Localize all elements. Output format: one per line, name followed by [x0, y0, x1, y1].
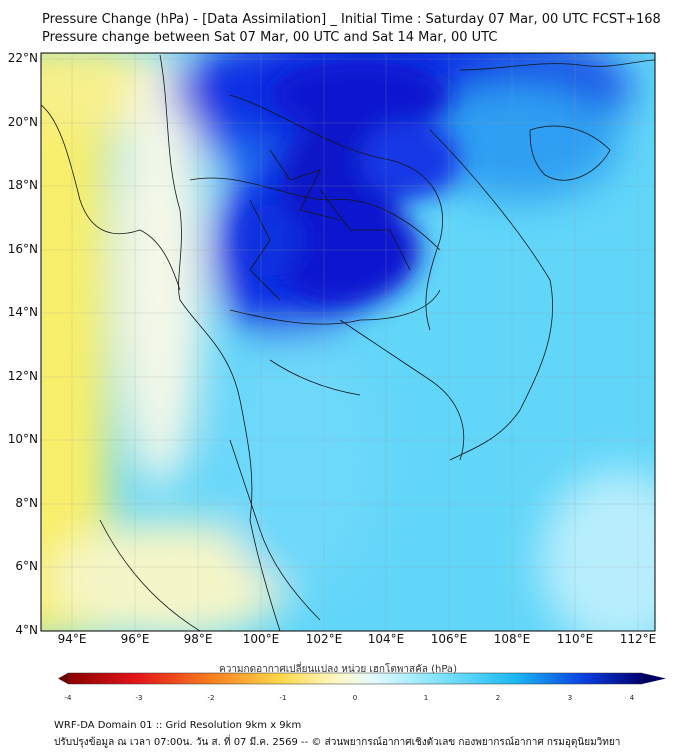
map-title: Pressure Change (hPa) - [Data Assimilati… [42, 12, 661, 27]
lat-label-8n: 8°N [15, 496, 38, 510]
lon-label-98e: 98°E [183, 632, 213, 646]
footer-domain-info: WRF-DA Domain 01 :: Grid Resolution 9km … [54, 720, 302, 731]
map-frame [40, 52, 656, 632]
colorbar-tick: 4 [629, 694, 635, 702]
colorbar-title: ความกดอากาศเปลี่ยนแปลง หน่วย เฮกโตพาสคัล… [219, 664, 457, 675]
lat-label-22n: 22°N [7, 51, 38, 65]
lat-label-16n: 16°N [7, 242, 38, 256]
lat-label-20n: 20°N [7, 115, 38, 129]
lat-label-4n: 4°N [15, 623, 38, 637]
colorbar-tick: 0 [352, 694, 358, 702]
lat-label-6n: 6°N [15, 559, 38, 573]
colorbar-tick: 2 [495, 694, 501, 702]
lon-label-110e: 110°E [556, 632, 594, 646]
coastlines-and-borders [41, 54, 655, 631]
gridlines [41, 53, 655, 631]
lon-label-108e: 108°E [493, 632, 531, 646]
lon-label-104e: 104°E [367, 632, 405, 646]
colorbar-tick: 1 [423, 694, 429, 702]
colorbar-tick: -3 [135, 694, 143, 702]
colorbar-tick: -2 [207, 694, 215, 702]
lon-label-102e: 102°E [305, 632, 343, 646]
lon-label-94e: 94°E [57, 632, 87, 646]
lon-label-106e: 106°E [430, 632, 468, 646]
lat-label-12n: 12°N [7, 369, 38, 383]
footer-update-credit: ปรับปรุงข้อมูล ณ เวลา 07:00น. วัน ส. ที่… [54, 737, 621, 748]
colorbar [58, 672, 666, 685]
colorbar-tick: 3 [567, 694, 573, 702]
colorbar-tick: -4 [64, 694, 72, 702]
lon-label-96e: 96°E [120, 632, 150, 646]
colorbar-tick: -1 [279, 694, 287, 702]
lat-label-14n: 14°N [7, 305, 38, 319]
lon-label-112e: 112°E [619, 632, 657, 646]
pressure-field [41, 53, 655, 631]
lat-label-10n: 10°N [7, 432, 38, 446]
map-subtitle: Pressure change between Sat 07 Mar, 00 U… [42, 30, 498, 45]
lat-label-18n: 18°N [7, 178, 38, 192]
lon-label-100e: 100°E [242, 632, 280, 646]
